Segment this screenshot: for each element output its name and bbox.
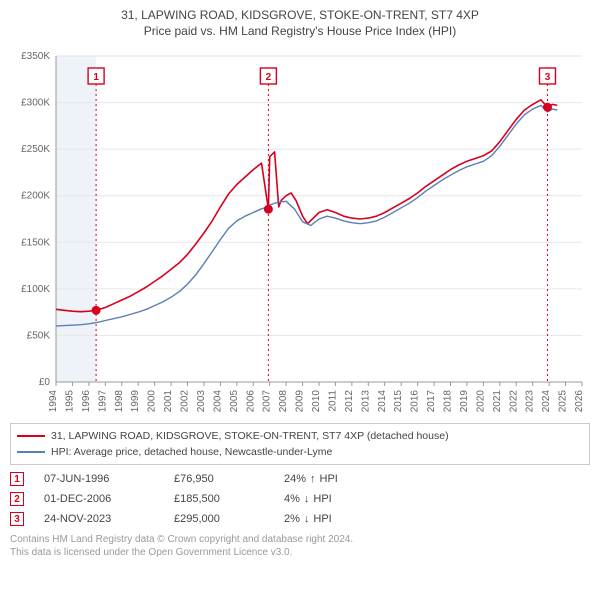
sale-row: 201-DEC-2006£185,5004% ↓HPI — [10, 489, 590, 509]
svg-text:2007: 2007 — [262, 390, 273, 412]
arrow-down-icon: ↓ — [304, 493, 310, 505]
sale-marker: 1 — [10, 472, 24, 486]
svg-text:£300K: £300K — [21, 98, 50, 109]
svg-text:£350K: £350K — [21, 51, 50, 62]
sale-diff: 4% ↓HPI — [284, 493, 332, 505]
legend-label: 31, LAPWING ROAD, KIDSGROVE, STOKE-ON-TR… — [51, 430, 449, 442]
sale-price: £76,950 — [174, 473, 284, 485]
svg-text:1995: 1995 — [64, 390, 75, 412]
legend-item: HPI: Average price, detached house, Newc… — [17, 444, 583, 460]
sale-date: 07-JUN-1996 — [24, 473, 174, 485]
svg-text:2016: 2016 — [410, 390, 421, 412]
figure: 31, LAPWING ROAD, KIDSGROVE, STOKE-ON-TR… — [0, 0, 600, 590]
legend-swatch — [17, 451, 45, 453]
svg-text:1: 1 — [93, 72, 99, 83]
svg-text:£200K: £200K — [21, 191, 50, 202]
svg-text:2022: 2022 — [508, 390, 519, 412]
svg-text:2017: 2017 — [426, 390, 437, 412]
svg-text:1998: 1998 — [114, 390, 125, 412]
credit: Contains HM Land Registry data © Crown c… — [10, 533, 590, 559]
svg-text:2021: 2021 — [492, 390, 503, 412]
svg-text:2024: 2024 — [541, 390, 552, 412]
svg-text:£100K: £100K — [21, 284, 50, 295]
legend-swatch — [17, 435, 45, 437]
svg-text:2005: 2005 — [229, 390, 240, 412]
sale-diff-pct: 24% — [284, 473, 306, 485]
sale-price: £295,000 — [174, 513, 284, 525]
svg-text:2025: 2025 — [558, 390, 569, 412]
svg-text:2011: 2011 — [327, 390, 338, 412]
svg-text:2010: 2010 — [311, 390, 322, 412]
svg-text:2020: 2020 — [475, 390, 486, 412]
svg-text:1997: 1997 — [97, 390, 108, 412]
svg-text:2012: 2012 — [344, 390, 355, 412]
svg-text:2002: 2002 — [180, 390, 191, 412]
sale-row: 324-NOV-2023£295,0002% ↓HPI — [10, 509, 590, 529]
svg-text:2008: 2008 — [278, 390, 289, 412]
chart-svg: £0 £50K £100K £150K £200K £250K £300K £350K 1994… — [10, 42, 590, 412]
sale-diff: 24% ↑ HPI — [284, 473, 338, 485]
chart: £0 £50K £100K £150K £200K £250K £300K £350K 1994… — [10, 42, 590, 417]
arrow-up-icon: ↑ — [310, 473, 316, 485]
svg-text:2009: 2009 — [295, 390, 306, 412]
sale-date: 24-NOV-2023 — [24, 513, 174, 525]
svg-text:1999: 1999 — [130, 390, 141, 412]
sale-marker: 2 — [10, 492, 24, 506]
svg-text:£0: £0 — [39, 377, 51, 388]
sale-marker: 3 — [10, 512, 24, 526]
svg-text:2003: 2003 — [196, 390, 207, 412]
sales-table: 107-JUN-1996£76,95024%↑HPI201-DEC-2006£1… — [10, 469, 590, 529]
sale-diff: 2% ↓HPI — [284, 513, 332, 525]
sale-date: 01-DEC-2006 — [24, 493, 174, 505]
sale-diff-vs: HPI — [320, 473, 338, 485]
credit-line2: This data is licensed under the Open Gov… — [10, 546, 590, 559]
svg-text:2: 2 — [266, 72, 272, 83]
arrow-down-icon: ↓ — [304, 513, 310, 525]
svg-text:1994: 1994 — [48, 390, 59, 412]
svg-text:£150K: £150K — [21, 237, 50, 248]
sale-diff-vs: HPI — [313, 513, 331, 525]
svg-text:2014: 2014 — [377, 390, 388, 412]
svg-text:£250K: £250K — [21, 144, 50, 155]
legend-item: 31, LAPWING ROAD, KIDSGROVE, STOKE-ON-TR… — [17, 428, 583, 444]
svg-text:2023: 2023 — [525, 390, 536, 412]
svg-text:2001: 2001 — [163, 390, 174, 412]
sale-diff-pct: 2% — [284, 513, 300, 525]
svg-text:2000: 2000 — [147, 390, 158, 412]
sale-diff-pct: 4% — [284, 493, 300, 505]
svg-text:2006: 2006 — [245, 390, 256, 412]
svg-text:2019: 2019 — [459, 390, 470, 412]
legend: 31, LAPWING ROAD, KIDSGROVE, STOKE-ON-TR… — [10, 423, 590, 465]
sale-row: 107-JUN-1996£76,95024% ↑ HPI — [10, 469, 590, 489]
svg-text:1996: 1996 — [81, 390, 92, 412]
sale-diff-vs: HPI — [313, 493, 331, 505]
svg-text:3: 3 — [545, 72, 551, 83]
title-subtitle: Price paid vs. HM Land Registry's House … — [10, 24, 590, 38]
svg-text:2004: 2004 — [212, 390, 223, 412]
credit-line1: Contains HM Land Registry data © Crown c… — [10, 533, 590, 546]
title-address: 31, LAPWING ROAD, KIDSGROVE, STOKE-ON-TR… — [10, 8, 590, 22]
svg-text:2013: 2013 — [360, 390, 371, 412]
legend-label: HPI: Average price, detached house, Newc… — [51, 446, 332, 458]
svg-text:£50K: £50K — [27, 330, 51, 341]
svg-text:2026: 2026 — [574, 390, 585, 412]
svg-text:2018: 2018 — [443, 390, 454, 412]
titles: 31, LAPWING ROAD, KIDSGROVE, STOKE-ON-TR… — [10, 8, 590, 38]
sale-price: £185,500 — [174, 493, 284, 505]
svg-text:2015: 2015 — [393, 390, 404, 412]
